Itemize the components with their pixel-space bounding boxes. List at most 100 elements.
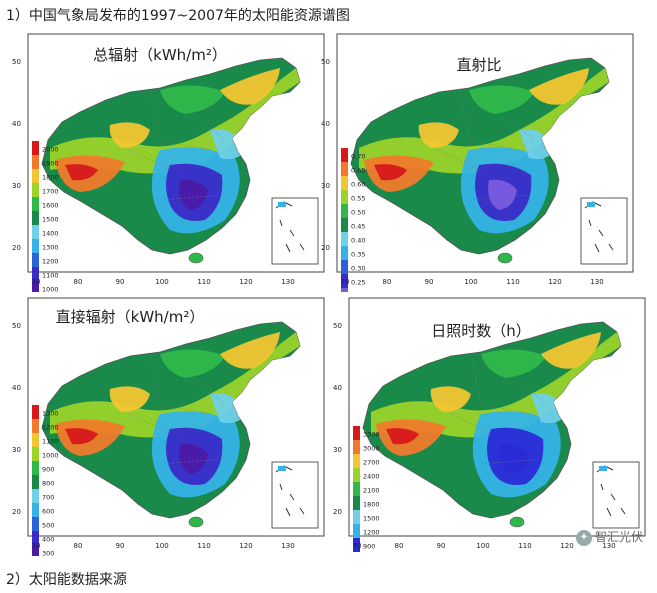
legend-swatch <box>32 461 39 475</box>
contour-zone <box>481 349 546 378</box>
legend-swatch <box>32 239 39 253</box>
x-tick-label: 100 <box>464 278 477 286</box>
map-panel-total-radiation: 2000 1900 1800 1700 1600 1500 1400 1300 1200 1100… <box>10 30 328 292</box>
legend-swatch <box>32 183 39 197</box>
x-tick-label: 90 <box>116 542 125 550</box>
contour-zone <box>160 85 225 114</box>
y-tick-label: 50 <box>12 322 21 330</box>
y-tick-label: 50 <box>321 58 330 66</box>
south-china-sea-inset <box>271 461 319 529</box>
south-china-sea-inset <box>271 197 319 265</box>
legend-label: 500 <box>42 522 54 530</box>
legend-label: 2100 <box>363 487 380 495</box>
legend-label: 1900 <box>42 160 59 168</box>
color-legend: 1300120011001000900800700600500400300200 <box>32 405 59 556</box>
legend-label: 1200 <box>42 258 59 266</box>
y-tick-label: 40 <box>333 384 342 392</box>
legend-label: 0.60 <box>351 181 365 189</box>
map-panel-direct-ratio: 0.70 0.65 0.60 0.55 0.50 0.45 0.40 0.35 0.30 0.25… <box>319 30 637 292</box>
legend-label: 0.25 <box>351 279 365 287</box>
contour-zone <box>430 386 471 412</box>
legend-swatch <box>353 510 360 524</box>
legend-swatch <box>32 267 39 281</box>
legend-swatch <box>32 531 39 545</box>
watermark-text: 智汇光伏 <box>594 530 643 544</box>
contour-zone <box>529 68 589 105</box>
y-tick-label: 40 <box>321 120 330 128</box>
x-tick-label: 120 <box>239 278 252 286</box>
legend-label: 3300 <box>363 431 380 439</box>
x-tick-label: 100 <box>155 278 168 286</box>
contour-zone <box>109 386 150 412</box>
contour-zone <box>359 68 609 174</box>
legend-swatch <box>32 503 39 517</box>
y-tick-label: 40 <box>12 120 21 128</box>
y-tick-label: 20 <box>333 508 342 516</box>
map-title: 日照时数（h） <box>431 322 531 340</box>
y-tick-label: 30 <box>12 446 21 454</box>
map-title: 直接辐射（kWh/m²） <box>56 308 205 326</box>
y-tick-label: 30 <box>333 446 342 454</box>
x-tick-label: 80 <box>74 542 83 550</box>
hainan-island <box>509 516 525 528</box>
legend-label: 1200 <box>42 424 59 432</box>
x-tick-label: 70 <box>32 278 41 286</box>
map-panel-sunshine-hours: 3300 3000 2700 2400 2100 1800 1500 1200 900 70 80 9… <box>331 294 649 556</box>
contour-zone <box>444 199 469 229</box>
legend-swatch <box>353 468 360 482</box>
contour-zone <box>371 332 621 438</box>
legend-swatch <box>32 169 39 183</box>
x-tick-label: 130 <box>590 278 603 286</box>
legend-label: 800 <box>42 480 54 488</box>
legend-label: 1000 <box>42 452 59 460</box>
color-legend: 0.70 0.65 0.60 0.55 0.50 0.45 0.40 0.35 0.30 0.25… <box>341 148 365 292</box>
x-tick-label: 80 <box>383 278 392 286</box>
map-svg: 1300120011001000900800700600500400300200… <box>12 297 325 556</box>
legend-swatch <box>353 454 360 468</box>
x-tick-label: 100 <box>155 542 168 550</box>
legend-label: 1100 <box>42 438 59 446</box>
map-svg: 2000 1900 1800 1700 1600 1500 1400 1300 1200 1100… <box>12 33 325 293</box>
x-tick-label: 70 <box>32 542 41 550</box>
legend-swatch <box>341 204 348 218</box>
legend-swatch <box>32 141 39 155</box>
legend-label: 0.45 <box>351 223 365 231</box>
color-legend: 3300 3000 2700 2400 2100 1800 1500 1200 900 <box>353 426 380 552</box>
map-panel-direct-radiation: 1300120011001000900800700600500400300200… <box>10 294 328 556</box>
hainan-island <box>497 252 513 264</box>
legend-label: 3000 <box>363 445 380 453</box>
hainan-island <box>188 252 204 264</box>
legend-label: 1600 <box>42 202 59 210</box>
contour-zone <box>179 179 208 210</box>
legend-label: 1100 <box>42 272 59 280</box>
map-svg: 0.70 0.65 0.60 0.55 0.50 0.45 0.40 0.35 0.30 0.25… <box>321 33 634 292</box>
legend-swatch <box>353 538 360 552</box>
watermark: ✦ 智汇光伏 <box>575 528 643 546</box>
contour-zone <box>386 428 419 445</box>
legend-label: 600 <box>42 508 54 516</box>
x-tick-label: 110 <box>197 278 210 286</box>
legend-label: 1700 <box>42 188 59 196</box>
legend-swatch <box>353 482 360 496</box>
y-tick-label: 20 <box>321 244 330 252</box>
x-tick-label: 80 <box>395 542 404 550</box>
legend-label: 0.70 <box>351 153 365 161</box>
legend-swatch <box>32 253 39 267</box>
x-tick-label: 110 <box>506 278 519 286</box>
contour-zone <box>541 332 601 369</box>
legend-label: 0.30 <box>351 265 365 273</box>
contour-zone <box>456 463 481 493</box>
legend-swatch <box>341 288 348 292</box>
wechat-icon: ✦ <box>575 529 592 546</box>
legend-label: 1000 <box>42 286 59 293</box>
contour-zone <box>220 332 280 369</box>
legend-label: 400 <box>42 536 54 544</box>
legend-swatch <box>341 232 348 246</box>
x-tick-label: 100 <box>476 542 489 550</box>
x-tick-label: 130 <box>281 278 294 286</box>
legend-swatch <box>341 176 348 190</box>
y-tick-label: 30 <box>12 182 21 190</box>
contour-zones <box>359 68 609 234</box>
legend-swatch <box>32 281 39 292</box>
map-title: 直射比 <box>456 56 501 74</box>
